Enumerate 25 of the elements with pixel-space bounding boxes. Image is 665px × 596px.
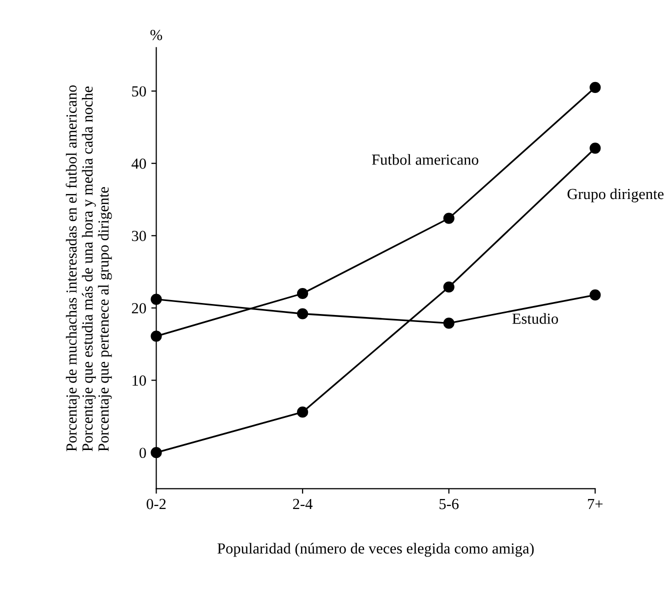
- series-label: Grupo dirigente: [568, 188, 664, 202]
- x-tick-label: 7+: [588, 499, 603, 510]
- text: %: [150, 30, 162, 40]
- y-tick-label: 20: [132, 303, 146, 314]
- point: [590, 142, 601, 154]
- series-label: Estudio: [512, 313, 558, 324]
- point: [443, 281, 454, 293]
- point: [297, 406, 308, 418]
- y-axis-title: Porcentaje de muchachas interesadas en el futbol americano Porcentaje que estudia más de una hora y media cada noche Porcentaje que pertenece al grupo dirigente: [66, 85, 112, 452]
- y-tick-label: 30: [132, 230, 146, 242]
- x-axis-title: Popularidad (número de veces elegida como amiga): [218, 542, 534, 557]
- point: [297, 288, 308, 300]
- x-tick-label: 0-2: [146, 498, 166, 510]
- y-tick-label: 0: [139, 448, 146, 458]
- y-tick-label: 40: [132, 158, 146, 169]
- y-tick-label: 50: [132, 86, 146, 97]
- point: [443, 318, 454, 329]
- point: [297, 308, 308, 320]
- series-label: Futbol americano: [372, 154, 478, 165]
- y-tick-label: 10: [132, 375, 146, 386]
- x-tick-label: 2-4: [293, 498, 313, 510]
- point: [590, 82, 601, 93]
- x-tick-label: 5-6: [440, 498, 459, 510]
- point: [590, 289, 601, 301]
- point: [443, 212, 454, 224]
